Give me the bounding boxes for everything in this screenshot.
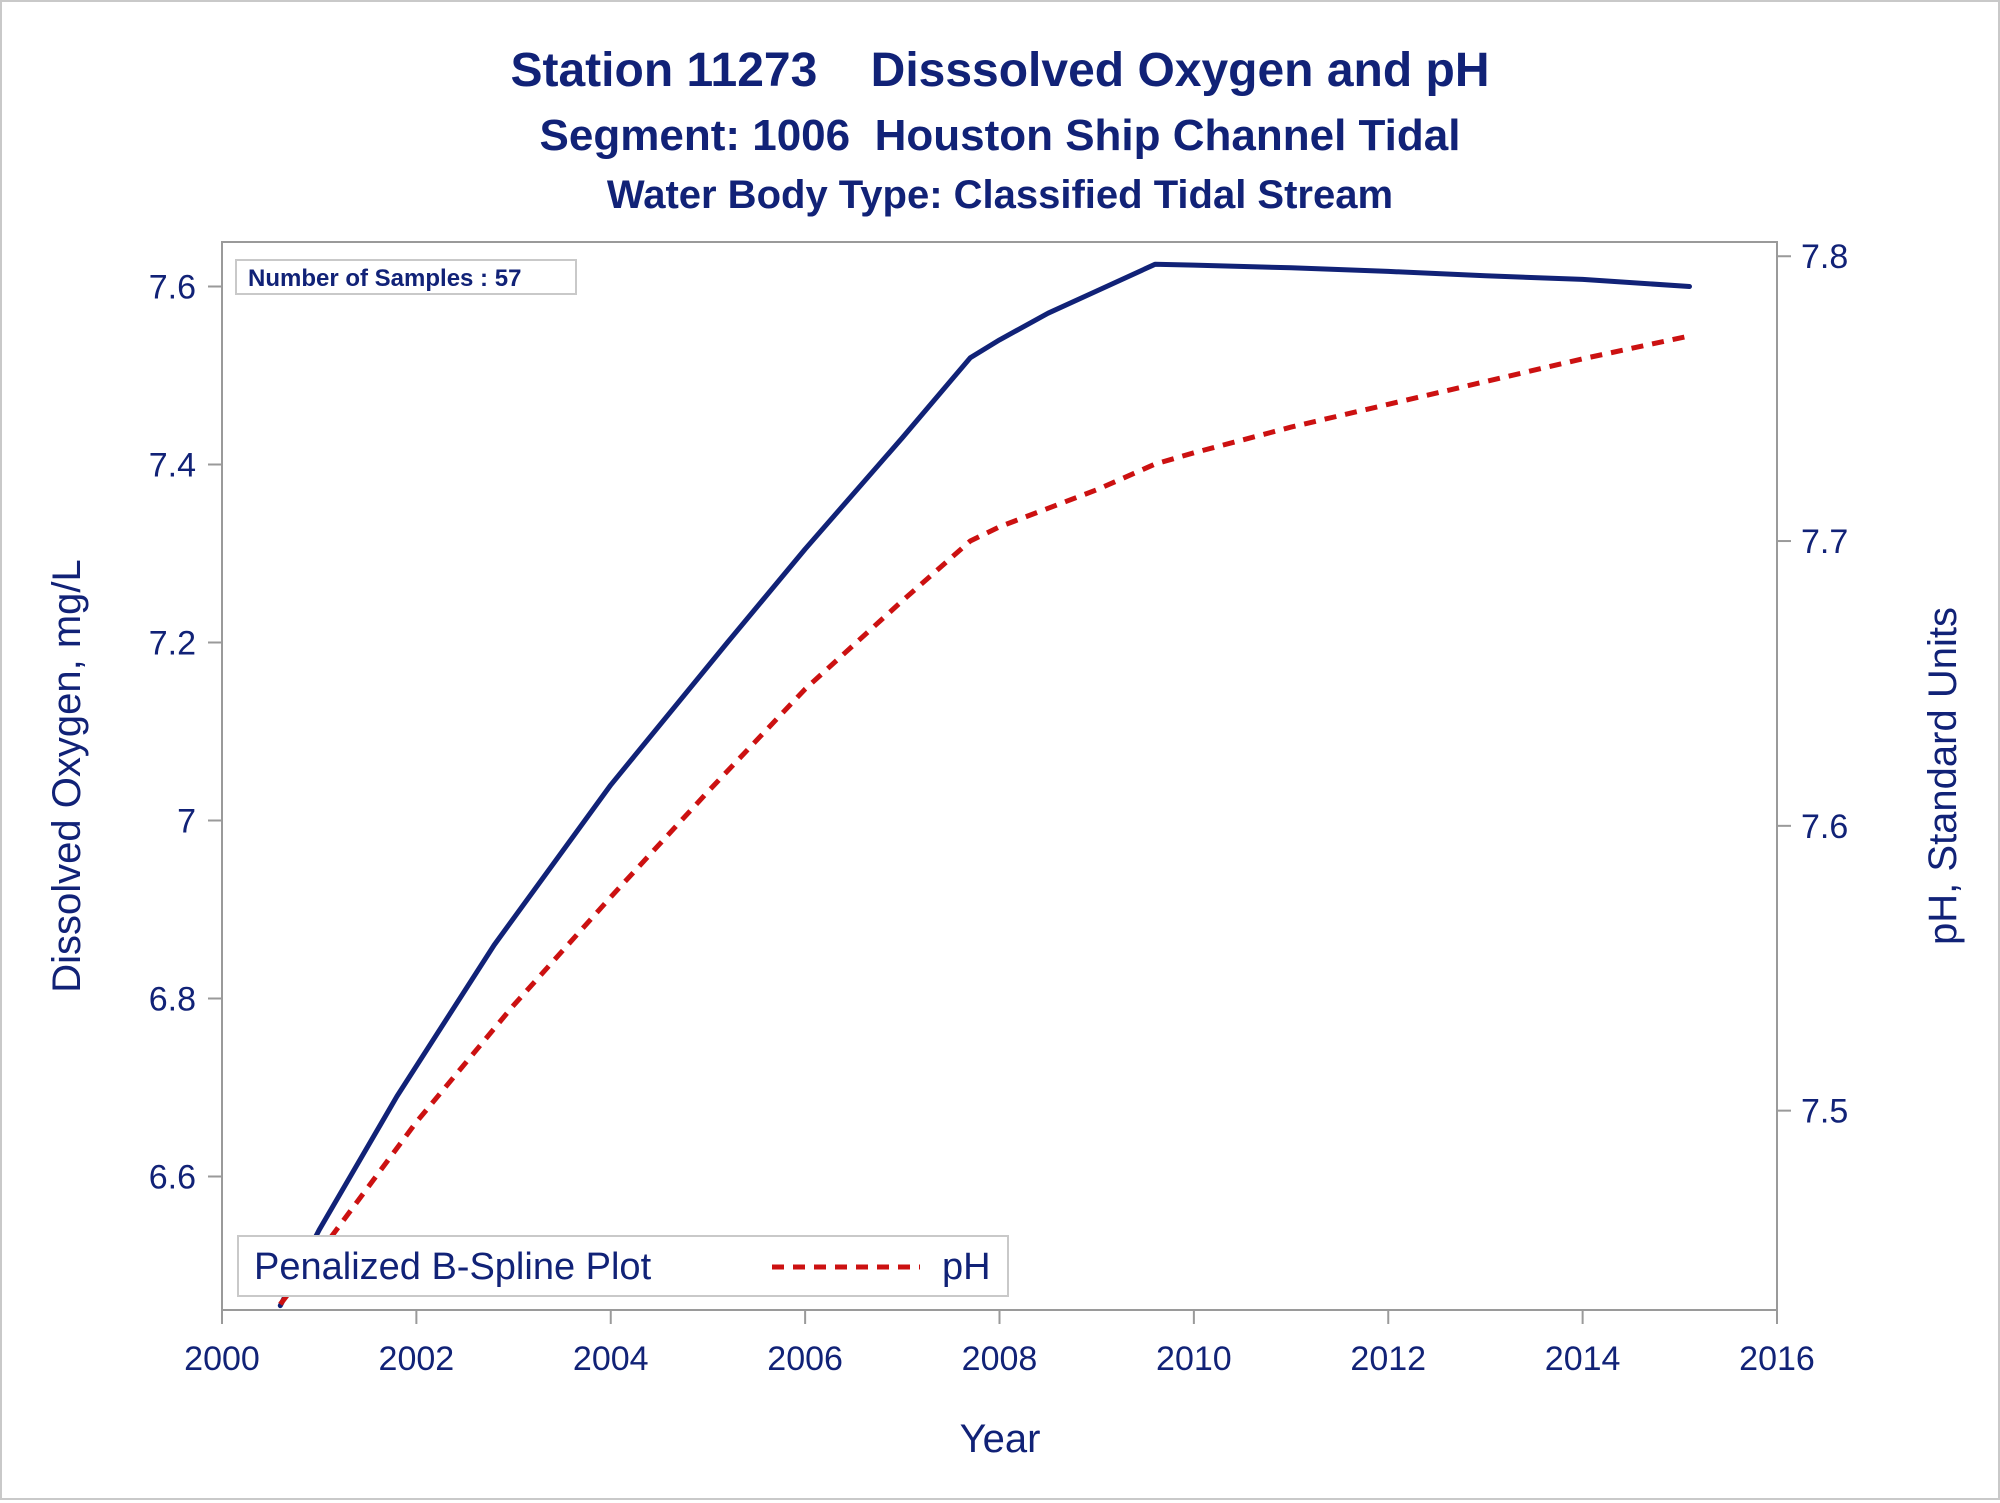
legend-ph-label: pH [942, 1246, 991, 1288]
sample-count-box [235, 259, 577, 295]
chart-subtitle-2: Water Body Type: Classified Tidal Stream [607, 173, 1393, 217]
plot-area [221, 241, 1778, 1311]
y2-tick-label: 7.6 [1801, 808, 1848, 846]
x-tick-label: 2016 [1739, 1340, 1815, 1378]
y-axis: 6.6 6.8 7 7.2 7.4 7.6 [149, 269, 222, 1197]
y-tick-label: 6.6 [149, 1159, 196, 1197]
dissolved-oxygen-line [277, 261, 1692, 1309]
chart-title: Station 11273 Disssolved Oxygen and pH [510, 44, 1489, 97]
y2-axis: 7.5 7.6 7.7 7.8 [1777, 238, 1848, 1131]
x-tick-label: 2004 [573, 1340, 649, 1378]
x-tick-label: 2008 [962, 1340, 1038, 1378]
series-layer [277, 261, 1692, 1309]
x-tick-label: 2010 [1156, 1340, 1232, 1378]
sample-count-label: Number of Samples : 57 [248, 265, 521, 292]
y-tick-label: 7.4 [149, 447, 196, 485]
x-axis: 2000 2002 2004 2006 2008 2010 2012 2014 2016 [184, 1310, 1815, 1378]
y2-tick-label: 7.5 [1801, 1093, 1848, 1131]
x-tick-label: 2012 [1350, 1340, 1426, 1378]
y2-tick-label: 7.8 [1801, 238, 1848, 276]
x-axis-label: Year [960, 1417, 1041, 1461]
y2-axis-label: pH, Standard Units [1921, 607, 1965, 945]
x-tick-label: 2014 [1545, 1340, 1621, 1378]
x-tick-label: 2000 [184, 1340, 260, 1378]
y-tick-label: 7.2 [149, 625, 196, 663]
x-tick-label: 2006 [767, 1340, 843, 1378]
y-tick-label: 7 [177, 803, 196, 841]
y-tick-label: 7.6 [149, 269, 196, 307]
y2-tick-label: 7.7 [1801, 523, 1848, 561]
legend-title: Penalized B-Spline Plot [254, 1246, 652, 1288]
legend: Penalized B-Spline Plot pH [237, 1235, 1009, 1297]
y-axis-label: Dissolved Oxygen, mg/L [45, 559, 89, 993]
y-tick-label: 6.8 [149, 981, 196, 1019]
x-tick-label: 2002 [379, 1340, 455, 1378]
chart-subtitle: Segment: 1006 Houston Ship Channel Tidal [540, 111, 1461, 160]
